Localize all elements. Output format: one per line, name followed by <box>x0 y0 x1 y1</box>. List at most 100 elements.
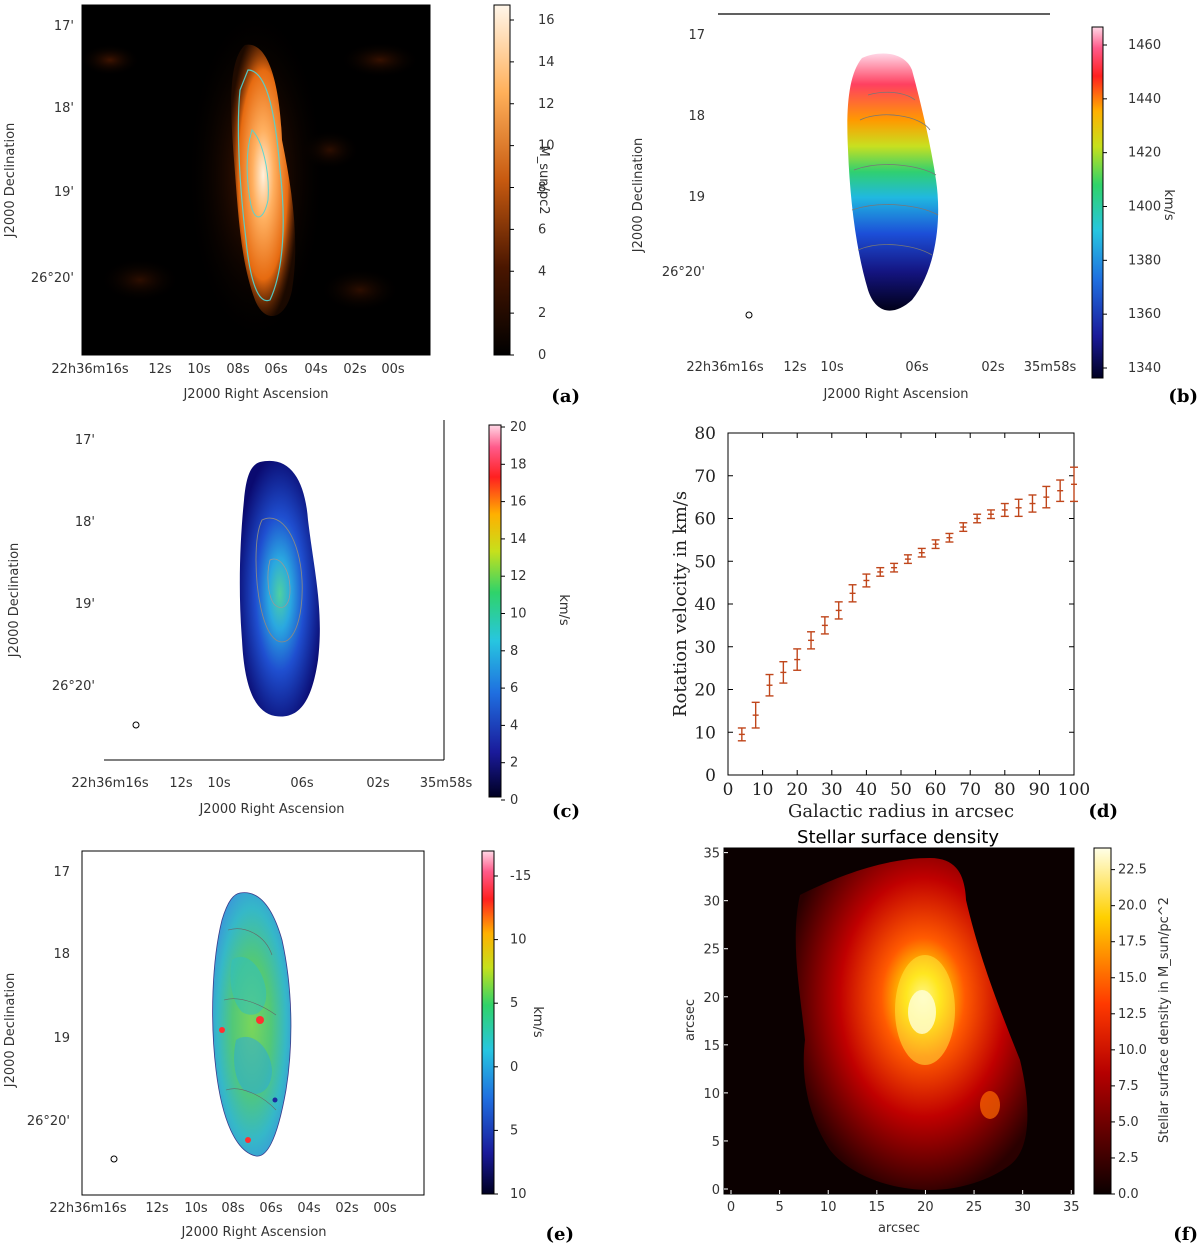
panel-label-c: (c) <box>552 801 580 822</box>
panel-a-colorbar: 0 2 4 6 8 10 12 14 16 M_sun/pc2 <box>493 4 555 363</box>
colorbar-tick-label: 4 <box>510 718 518 733</box>
y-tick: 26°20' <box>662 265 705 280</box>
colorbar-tick-label: 12.5 <box>1118 1007 1147 1022</box>
colorbar-tick-label: 1380 <box>1128 253 1161 268</box>
y-tick: 17 <box>688 28 705 43</box>
x-tick: 10s <box>207 776 231 791</box>
x-tick-label: 30 <box>1014 1200 1031 1215</box>
y-tick: 19' <box>75 597 95 612</box>
x-tick: 06s <box>905 360 929 375</box>
x-tick-label: 50 <box>890 780 912 800</box>
y-tick: 19 <box>53 1031 70 1046</box>
x-tick-label: 25 <box>966 1200 983 1215</box>
panel-a-galaxy-map <box>82 5 420 345</box>
panel-d-axes <box>727 432 1075 776</box>
panel-c-y-ticks: 17' 18' 19' 26°20' <box>52 433 95 694</box>
colorbar-label: M_sun/pc2 <box>536 145 551 214</box>
colorbar-tick-label: 7.5 <box>1118 1079 1139 1094</box>
x-tick: 02s <box>366 776 390 791</box>
panel-f-ticks: 0 5 10 15 20 25 30 35 0 5 10 15 20 25 30 35 <box>703 847 1079 1215</box>
panel-f-density-map <box>795 858 1028 1190</box>
data-point-errorbar <box>945 532 954 543</box>
colorbar-tick-label: 5 <box>510 1123 518 1138</box>
x-tick-label: 40 <box>856 780 878 800</box>
y-tick-label: 50 <box>694 552 716 572</box>
y-tick: 17' <box>75 433 95 448</box>
colorbar-tick-label: -15 <box>510 869 531 884</box>
x-tick: 06s <box>259 1201 283 1216</box>
x-tick-label: 10 <box>820 1200 837 1215</box>
y-tick-label: 60 <box>694 510 716 530</box>
y-tick-label: 70 <box>694 467 716 487</box>
y-tick: 17' <box>54 19 74 34</box>
panel-c-galaxy-map <box>132 460 320 729</box>
data-point-errorbar <box>793 648 802 671</box>
x-tick: 06s <box>290 776 314 791</box>
colorbar-tick-label: 16 <box>538 13 555 28</box>
x-tick: 04s <box>297 1201 321 1216</box>
colorbar-tick-label: 10 <box>538 139 555 154</box>
colorbar <box>493 4 511 356</box>
colorbar <box>481 850 495 1195</box>
y-tick-label: 10 <box>694 723 716 743</box>
colorbar-tick-label: 6 <box>510 681 518 696</box>
x-tick-label: 90 <box>1029 780 1051 800</box>
colorbar-label: km/s <box>530 1006 545 1038</box>
colorbar-tick-label: 8 <box>538 181 546 196</box>
x-tick: 22h36m16s <box>686 360 764 375</box>
colorbar-tick-label: 0 <box>538 348 546 363</box>
colorbar-tick-label: 1400 <box>1128 200 1161 215</box>
colorbar-tick-label: 15.0 <box>1118 971 1147 986</box>
x-tick: 10s <box>184 1201 208 1216</box>
panel-e-x-ticks: 22h36m16s 12s 10s 08s 06s 04s 02s 00s <box>49 1201 397 1216</box>
panel-b-x-ticks: 22h36m16s 12s 10s 06s 02s 35m58s <box>686 360 1076 375</box>
x-axis-label: J2000 Right Ascension <box>180 1225 326 1240</box>
data-point-errorbar <box>986 509 995 520</box>
colorbar-tick-label: 5 <box>510 996 518 1011</box>
y-tick: 18 <box>688 109 705 124</box>
y-tick-label: 30 <box>694 638 716 658</box>
colorbar-tick-label: 10.0 <box>1118 1043 1147 1058</box>
colorbar-tick-label: 12 <box>510 569 527 584</box>
y-tick-label: 0 <box>712 1183 720 1198</box>
panel-e-galaxy-map <box>110 892 292 1163</box>
x-tick: 12s <box>148 362 172 377</box>
panel-a-x-ticks: 22h36m16s 12s 10s 08s 06s 04s 02s 00s <box>51 362 405 377</box>
y-tick-label: 80 <box>694 424 716 444</box>
colorbar-tick-label: 18 <box>510 457 527 472</box>
y-tick: 26°20' <box>52 679 95 694</box>
x-tick-label: 15 <box>869 1200 886 1215</box>
colorbar-tick-label: 2 <box>510 756 518 771</box>
panel-b-galaxy-map <box>745 53 939 319</box>
x-tick-label: 100 <box>1058 780 1090 800</box>
y-tick: 18' <box>75 515 95 530</box>
x-tick-label: 20 <box>786 780 808 800</box>
x-tick-label: 10 <box>752 780 774 800</box>
colorbar-tick-label: 5.0 <box>1118 1115 1139 1130</box>
x-tick: 02s <box>343 362 367 377</box>
panel-d: 0 10 20 30 40 50 60 70 80 90 10001020304050607080 … <box>670 424 1118 822</box>
colorbar-tick-label: 17.5 <box>1118 935 1147 950</box>
y-tick: 19' <box>54 185 74 200</box>
y-tick-label: 30 <box>703 895 720 910</box>
x-tick-label: 5 <box>775 1200 783 1215</box>
x-axis-label: J2000 Right Ascension <box>822 387 968 402</box>
y-axis-label: arcsec <box>683 999 698 1041</box>
colorbar-tick-label: 4 <box>538 264 546 279</box>
data-point-errorbar <box>890 562 899 573</box>
data-point-errorbar <box>903 554 912 565</box>
data-point-errorbar <box>820 616 829 635</box>
panel-a: 17' 18' 19' 26°20' 22h36m16s 12s 10s 08s… <box>3 4 580 407</box>
y-axis-label: J2000 Declination <box>7 543 22 659</box>
panel-label-d: (d) <box>1088 801 1118 822</box>
colorbar-tick-label: 1440 <box>1128 92 1161 107</box>
data-point-errorbar <box>1070 466 1078 503</box>
x-tick: 22h36m16s <box>71 776 149 791</box>
panel-label-e: (e) <box>546 1224 575 1244</box>
panel-f-colorbar: 0.0 2.5 5.0 7.5 10.0 12.5 15.0 17.5 20.0 22.5 Ste… <box>1093 847 1172 1202</box>
x-tick-label: 20 <box>917 1200 934 1215</box>
y-axis-label: J2000 Declination <box>3 123 18 239</box>
x-tick: 35m58s <box>1024 360 1077 375</box>
colorbar-tick-label: 0 <box>510 1060 518 1075</box>
colorbar-tick-label: 1360 <box>1128 307 1161 322</box>
